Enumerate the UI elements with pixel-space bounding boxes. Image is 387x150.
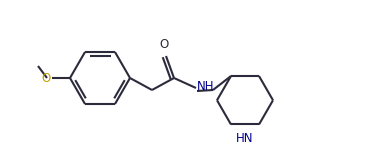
Text: O: O bbox=[42, 72, 51, 84]
Text: NH: NH bbox=[197, 81, 214, 93]
Text: O: O bbox=[159, 38, 169, 51]
Text: HN: HN bbox=[236, 132, 254, 145]
